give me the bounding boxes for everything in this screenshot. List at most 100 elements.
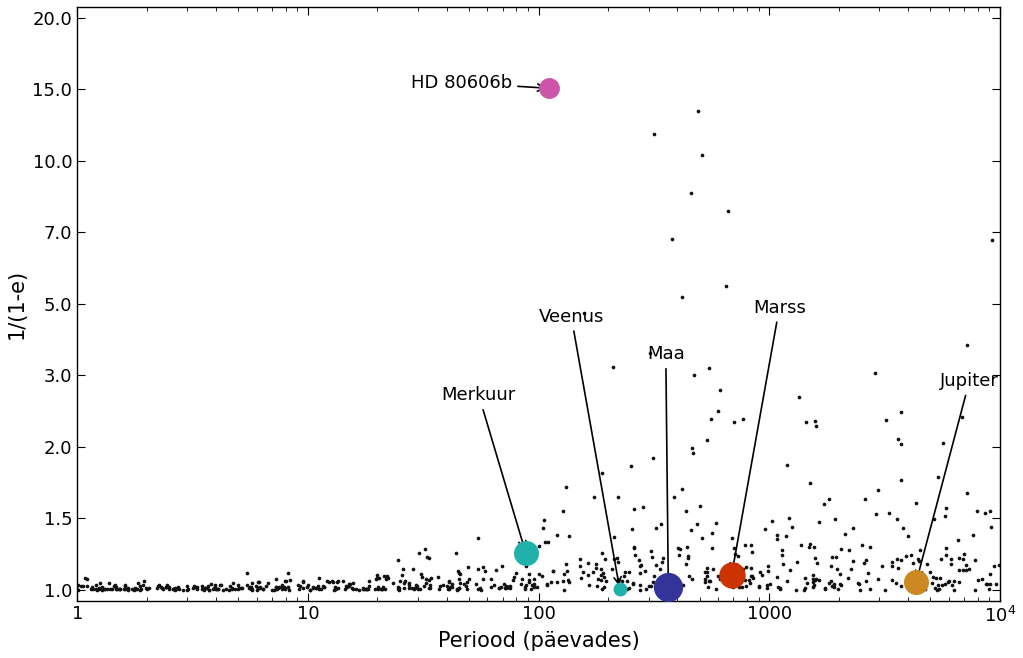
Point: [619, 584, 635, 594]
Point: [820, 494, 837, 505]
Point: [368, 574, 385, 584]
Point: [881, 507, 897, 518]
Point: [900, 580, 917, 591]
Point: [682, 188, 699, 198]
Point: [593, 569, 610, 580]
Point: [633, 559, 650, 570]
Point: [126, 584, 142, 595]
Point: [807, 573, 824, 584]
Point: [449, 584, 465, 595]
Point: [941, 575, 958, 586]
Point: [893, 474, 909, 485]
Point: [801, 542, 817, 553]
Point: [718, 575, 735, 586]
Point: [215, 584, 231, 595]
Point: [833, 544, 849, 554]
Point: [685, 370, 702, 380]
Point: [735, 414, 751, 424]
Point: [561, 576, 577, 587]
Point: [470, 584, 486, 594]
Point: [810, 574, 827, 585]
Point: [612, 584, 628, 594]
Point: [932, 572, 948, 583]
Point: [922, 567, 938, 577]
Point: [575, 567, 591, 577]
Point: [588, 558, 605, 569]
Point: [120, 583, 136, 594]
Point: [938, 503, 954, 513]
Text: Veenus: Veenus: [538, 308, 621, 584]
Point: [802, 539, 818, 549]
Point: [745, 572, 761, 583]
Point: [411, 584, 428, 594]
Point: [243, 584, 260, 595]
Point: [614, 576, 630, 586]
Point: [731, 575, 748, 586]
Point: [424, 572, 440, 583]
Point: [410, 584, 427, 595]
Point: [933, 554, 949, 565]
Point: [944, 580, 961, 590]
Point: [278, 576, 295, 586]
Point: [981, 584, 997, 594]
Point: [660, 582, 676, 593]
Point: [92, 578, 108, 588]
Point: [309, 581, 325, 592]
Point: [493, 582, 509, 592]
Point: [305, 582, 321, 592]
Text: Maa: Maa: [647, 345, 684, 583]
Point: [459, 561, 476, 572]
Point: [626, 542, 642, 553]
Point: [692, 501, 708, 512]
Point: [869, 509, 885, 520]
Point: [255, 583, 271, 594]
Point: [666, 571, 682, 582]
Point: [783, 565, 799, 576]
Point: [266, 584, 282, 595]
Point: [341, 581, 357, 592]
Point: [276, 582, 293, 593]
Point: [560, 575, 576, 586]
Point: [96, 584, 113, 595]
Point: [642, 581, 659, 592]
Point: [132, 581, 148, 592]
Point: [627, 550, 643, 561]
Point: [759, 582, 775, 593]
Point: [757, 524, 773, 534]
Point: [907, 577, 924, 588]
Point: [274, 580, 291, 590]
Point: [827, 578, 843, 589]
Point: [223, 583, 239, 594]
X-axis label: Periood (päevades): Periood (päevades): [438, 631, 639, 651]
Point: [405, 584, 421, 594]
Point: [924, 578, 940, 588]
Point: [196, 582, 213, 593]
Point: [170, 582, 186, 593]
Point: [626, 542, 642, 553]
Point: [631, 580, 648, 590]
Point: [604, 564, 620, 574]
Point: [241, 583, 258, 594]
Point: [954, 553, 971, 564]
Point: [295, 577, 311, 588]
Point: [959, 565, 975, 576]
Point: [167, 584, 183, 595]
Point: [572, 561, 588, 572]
Point: [448, 584, 464, 595]
Point: [804, 570, 820, 580]
Point: [495, 579, 512, 590]
Point: [206, 584, 222, 595]
Point: [774, 544, 791, 555]
Point: [724, 565, 741, 576]
Point: [106, 581, 123, 592]
Point: [764, 515, 781, 526]
Point: [680, 571, 697, 582]
Point: [323, 576, 340, 586]
Point: [359, 584, 375, 594]
Point: [407, 583, 424, 594]
Point: [88, 580, 104, 590]
Point: [903, 550, 920, 561]
Point: [358, 584, 374, 595]
Point: [774, 550, 791, 561]
Point: [277, 584, 294, 594]
